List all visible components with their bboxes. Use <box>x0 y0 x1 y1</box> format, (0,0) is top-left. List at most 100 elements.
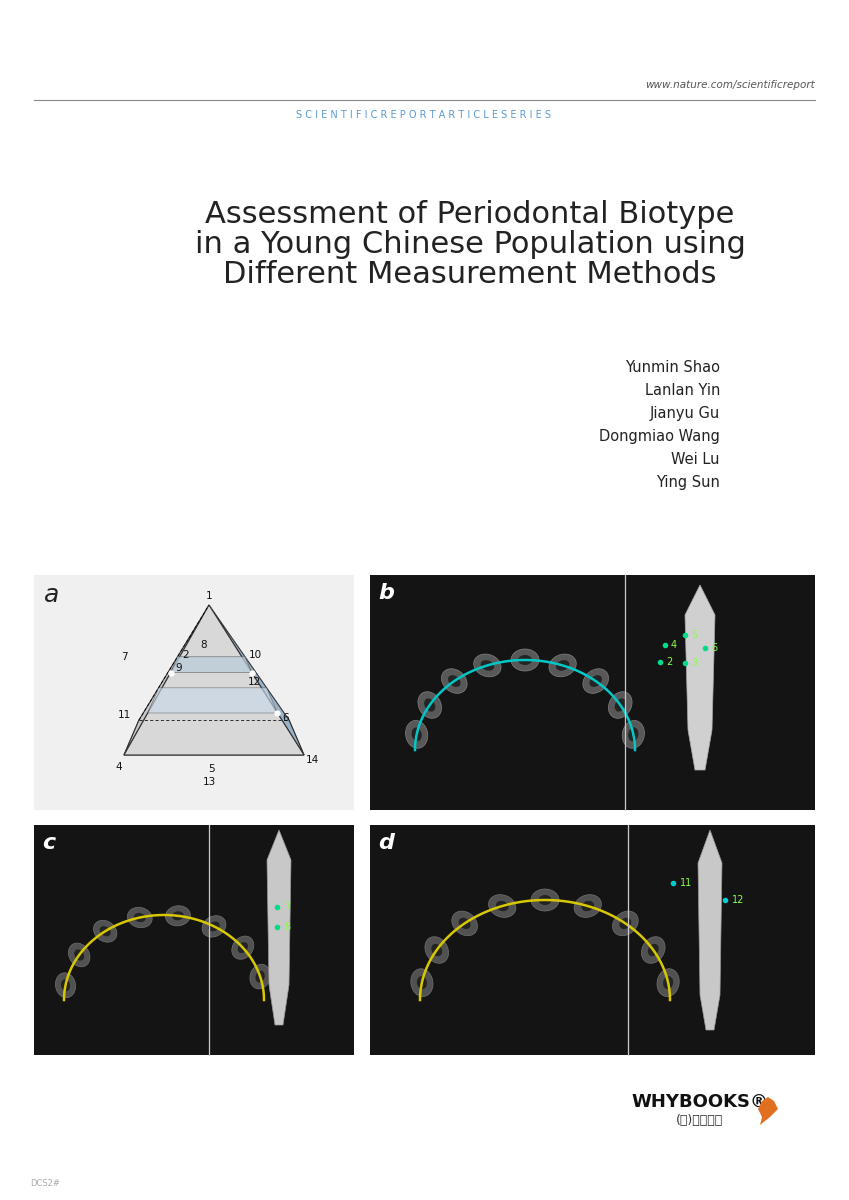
Text: 13: 13 <box>202 778 216 787</box>
Ellipse shape <box>481 660 494 671</box>
Text: 4: 4 <box>115 762 122 772</box>
Ellipse shape <box>238 942 248 953</box>
Ellipse shape <box>74 949 84 960</box>
Ellipse shape <box>663 976 673 989</box>
Text: 2: 2 <box>183 649 188 660</box>
Ellipse shape <box>518 655 532 665</box>
Ellipse shape <box>99 926 110 936</box>
Text: 11: 11 <box>117 710 131 720</box>
Polygon shape <box>124 605 304 755</box>
Text: 2: 2 <box>666 658 672 667</box>
Ellipse shape <box>250 965 270 989</box>
Ellipse shape <box>574 895 601 918</box>
Polygon shape <box>698 830 722 1030</box>
Text: 7: 7 <box>284 902 290 912</box>
Ellipse shape <box>411 968 433 996</box>
Ellipse shape <box>93 920 117 942</box>
Text: Wei Lu: Wei Lu <box>672 452 720 467</box>
Ellipse shape <box>582 901 594 911</box>
Ellipse shape <box>202 916 226 937</box>
Text: c: c <box>42 833 55 853</box>
Text: 5: 5 <box>209 764 216 774</box>
Ellipse shape <box>424 698 436 712</box>
Text: 8: 8 <box>284 922 290 932</box>
Text: 6: 6 <box>711 643 717 653</box>
Ellipse shape <box>417 976 427 989</box>
Ellipse shape <box>61 979 70 991</box>
Text: Assessment of Periodontal Biotype: Assessment of Periodontal Biotype <box>205 200 734 229</box>
Polygon shape <box>171 656 252 672</box>
Text: 7: 7 <box>121 653 127 662</box>
Text: Ying Sun: Ying Sun <box>656 475 720 490</box>
Text: (주)숱이북스: (주)숱이북스 <box>677 1114 723 1127</box>
Text: d: d <box>378 833 394 853</box>
Text: 12: 12 <box>248 677 261 686</box>
Ellipse shape <box>496 901 509 911</box>
Ellipse shape <box>589 676 602 686</box>
Ellipse shape <box>55 973 76 997</box>
Text: Yunmin Shao: Yunmin Shao <box>625 360 720 374</box>
Ellipse shape <box>69 943 90 967</box>
Text: 5: 5 <box>691 630 697 640</box>
Bar <box>370 826 815 1055</box>
Ellipse shape <box>418 691 441 719</box>
Ellipse shape <box>431 944 442 956</box>
Ellipse shape <box>127 907 152 928</box>
Text: in a Young Chinese Population using: in a Young Chinese Population using <box>194 230 745 259</box>
Polygon shape <box>685 584 715 770</box>
Ellipse shape <box>406 720 428 749</box>
Polygon shape <box>148 688 278 713</box>
Text: 4: 4 <box>671 640 678 650</box>
Text: 9: 9 <box>176 662 183 673</box>
Ellipse shape <box>412 727 422 742</box>
Text: Jianyu Gu: Jianyu Gu <box>649 406 720 421</box>
Text: 8: 8 <box>200 640 207 649</box>
Text: Dongmiao Wang: Dongmiao Wang <box>599 428 720 444</box>
Text: 3: 3 <box>691 658 697 668</box>
Polygon shape <box>124 605 209 755</box>
Ellipse shape <box>232 936 254 959</box>
Polygon shape <box>267 830 291 1025</box>
Ellipse shape <box>583 668 609 694</box>
Text: 1: 1 <box>205 590 212 601</box>
Ellipse shape <box>620 918 632 929</box>
Bar <box>34 575 354 810</box>
Ellipse shape <box>172 911 184 920</box>
Polygon shape <box>124 720 304 755</box>
Text: b: b <box>378 583 394 602</box>
Text: Different Measurement Methods: Different Measurement Methods <box>223 260 717 289</box>
Ellipse shape <box>556 660 570 671</box>
Text: Lanlan Yin: Lanlan Yin <box>644 383 720 398</box>
Ellipse shape <box>134 913 146 922</box>
Ellipse shape <box>648 944 659 956</box>
Ellipse shape <box>622 720 644 749</box>
Text: 6: 6 <box>282 713 289 722</box>
Ellipse shape <box>448 676 460 686</box>
Ellipse shape <box>531 889 559 911</box>
Ellipse shape <box>208 922 220 931</box>
Ellipse shape <box>458 918 470 929</box>
Text: a: a <box>44 583 59 607</box>
Polygon shape <box>758 1097 778 1126</box>
Ellipse shape <box>538 895 552 905</box>
Text: DCS2#: DCS2# <box>30 1178 60 1188</box>
Polygon shape <box>209 605 304 755</box>
Ellipse shape <box>256 971 265 983</box>
Ellipse shape <box>488 895 516 918</box>
Text: 11: 11 <box>680 878 692 888</box>
Ellipse shape <box>612 911 638 936</box>
Ellipse shape <box>441 668 467 694</box>
Ellipse shape <box>642 937 665 964</box>
Ellipse shape <box>657 968 679 996</box>
Text: 12: 12 <box>732 895 745 905</box>
Ellipse shape <box>615 698 626 712</box>
Ellipse shape <box>425 937 448 964</box>
Ellipse shape <box>474 654 501 677</box>
Ellipse shape <box>609 691 633 719</box>
Text: www.nature.com/scientificreport: www.nature.com/scientificreport <box>645 80 815 90</box>
Ellipse shape <box>549 654 576 677</box>
Ellipse shape <box>511 649 539 671</box>
Text: WHYBOOKS®: WHYBOOKS® <box>632 1093 768 1111</box>
Bar <box>34 826 354 1055</box>
Ellipse shape <box>628 727 638 742</box>
